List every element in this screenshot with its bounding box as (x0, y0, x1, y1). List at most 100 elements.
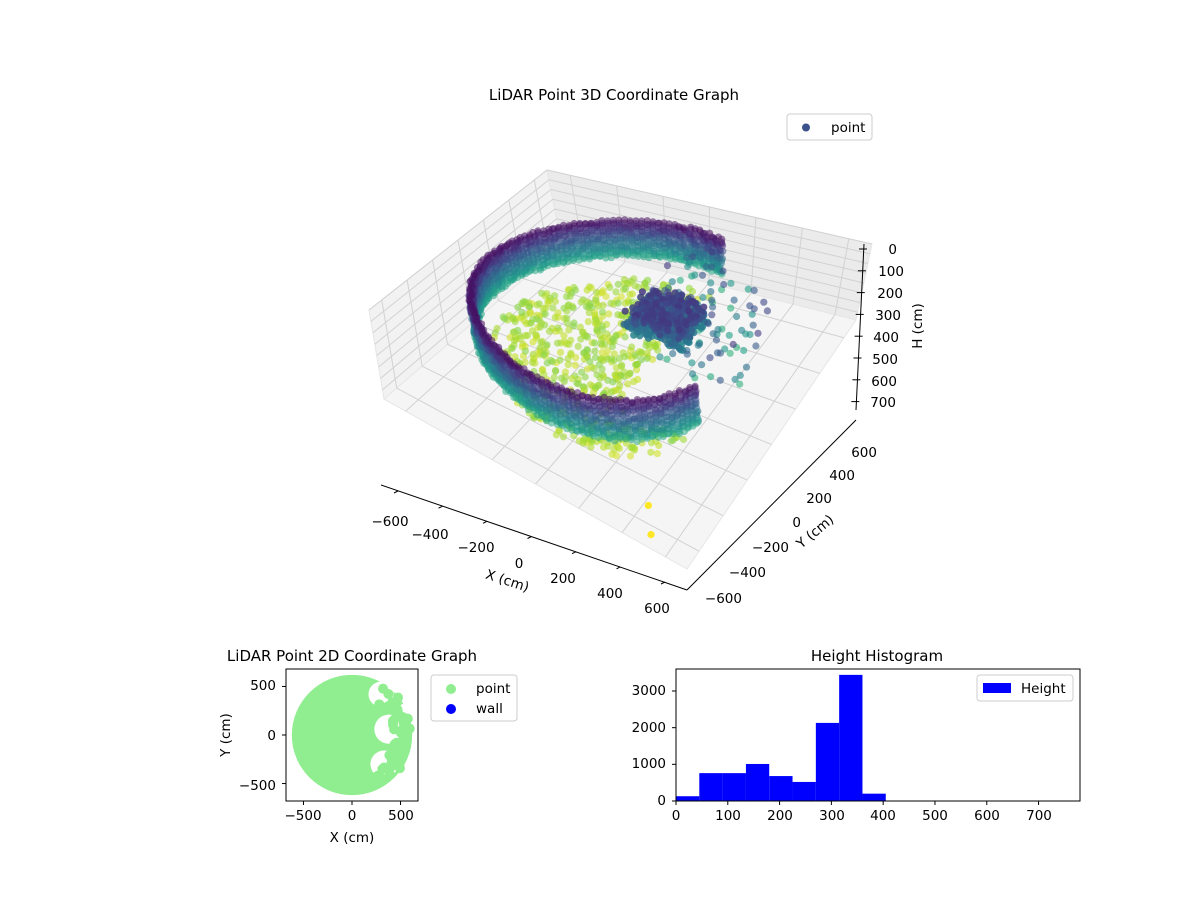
plot3d-point (738, 327, 745, 334)
histogram-title: Height Histogram (811, 647, 943, 665)
plot3d-point (731, 297, 738, 304)
plot2d-ytick: −500 (239, 778, 276, 794)
plot3d-point (746, 331, 753, 338)
plot3d-point (716, 255, 723, 262)
plot3d-point (708, 297, 715, 304)
plot3d-point (553, 431, 560, 438)
plot3d-point (582, 373, 589, 380)
plot3d-point (669, 278, 676, 285)
plot3d-point (602, 293, 609, 300)
plot3d-point (565, 407, 572, 414)
plot3d-point (720, 281, 727, 288)
plot3d-title: LiDAR Point 3D Coordinate Graph (489, 86, 739, 104)
plot3d-point (575, 343, 582, 350)
plot3d-ytick: −200 (752, 540, 789, 556)
plot3d-point (573, 380, 580, 387)
plot3d-point (501, 364, 508, 371)
plot3d-point (764, 307, 771, 314)
plot2d-legend: point wall (431, 675, 517, 721)
histogram-xtick: 700 (1026, 808, 1052, 824)
histogram-ytick: 3000 (632, 683, 666, 699)
plot3d-point (550, 405, 557, 412)
plot3d-point (696, 340, 703, 347)
plot3d-ztick: 300 (875, 308, 901, 324)
plot3d-point (656, 331, 663, 338)
plot3d-point (561, 378, 568, 385)
plot3d-legend: point (787, 114, 872, 140)
plot3d-xtick: 200 (550, 571, 576, 587)
histogram: Height Histogram 0 100 200 300 400 500 6… (632, 647, 1080, 824)
plot3d-point (512, 318, 519, 325)
plot3d-point (549, 304, 556, 311)
plot3d-point (707, 373, 714, 380)
plot3d-point (712, 237, 719, 244)
plot3d-legend-label: point (831, 120, 865, 136)
plot3d-point (615, 281, 622, 288)
plot3d-point (630, 332, 637, 339)
plot3d-xtick-mark (394, 491, 398, 493)
plot3d-ytick: 400 (829, 468, 855, 484)
plot3d-point (531, 392, 538, 399)
plot3d-point (668, 340, 675, 347)
plot3d-point (556, 357, 563, 364)
plot3d-point (627, 452, 634, 459)
plot3d-point (647, 449, 654, 456)
plot3d-point (580, 440, 587, 447)
plot3d: LiDAR Point 3D Coordinate Graph −600 −40… (369, 86, 926, 617)
plot3d-point (622, 300, 629, 307)
plot3d-point (614, 311, 621, 318)
plot3d-point (610, 357, 617, 364)
plot3d-ytick: 0 (792, 515, 801, 531)
plot2d-legend-marker-wall (446, 704, 456, 714)
plot3d-legend-marker (802, 124, 810, 132)
plot3d-point (615, 300, 622, 307)
plot3d-point (524, 240, 531, 247)
plot3d-xtick-mark (661, 582, 665, 584)
plot3d-point (565, 361, 572, 368)
plot3d-point (532, 399, 539, 406)
histogram-bar (769, 776, 792, 801)
plot3d-point (565, 341, 572, 348)
histogram-xtick: 600 (974, 808, 1000, 824)
plot3d-point (551, 261, 558, 268)
plot3d-point (675, 223, 682, 230)
plot3d-point (629, 444, 636, 451)
plot3d-point (595, 303, 602, 310)
plot3d-point (584, 287, 591, 294)
plot3d-point (518, 309, 525, 316)
histogram-bar (676, 796, 699, 801)
plot3d-xtick: −600 (371, 514, 408, 530)
plot3d-point (563, 293, 570, 300)
plot3d-xtick-mark (617, 567, 621, 569)
plot3d-point (710, 330, 717, 337)
plot3d-point (656, 353, 663, 360)
plot3d-point (609, 336, 616, 343)
plot3d-point (699, 272, 706, 279)
plot3d-ytick: −400 (729, 565, 766, 581)
plot3d-point (632, 321, 639, 328)
plot3d-point (542, 310, 549, 317)
plot3d-point (640, 320, 647, 327)
plot3d-point (540, 351, 547, 358)
plot3d-point (591, 365, 598, 372)
plot3d-point (663, 356, 670, 363)
plot3d-ztick: 200 (877, 286, 903, 302)
histogram-xtick: 300 (819, 808, 845, 824)
plot3d-outlier-point (645, 502, 652, 509)
histogram-xtick: 400 (870, 808, 896, 824)
histogram-legend-swatch (983, 683, 1011, 693)
plot2d: LiDAR Point 2D Coordinate Graph −500 0 5… (218, 647, 517, 846)
plot3d-point (538, 290, 545, 297)
plot3d-point (664, 327, 671, 334)
plot3d-point (660, 240, 667, 247)
plot3d-point (676, 326, 683, 333)
plot2d-xtick: −500 (284, 808, 321, 824)
plot3d-point (608, 451, 615, 458)
plot3d-point (522, 348, 529, 355)
plot3d-point (653, 325, 660, 332)
plot3d-point (605, 434, 612, 441)
plot3d-point (544, 359, 551, 366)
plot3d-point (684, 351, 691, 358)
plot2d-point (397, 748, 407, 758)
plot3d-point (732, 376, 739, 383)
